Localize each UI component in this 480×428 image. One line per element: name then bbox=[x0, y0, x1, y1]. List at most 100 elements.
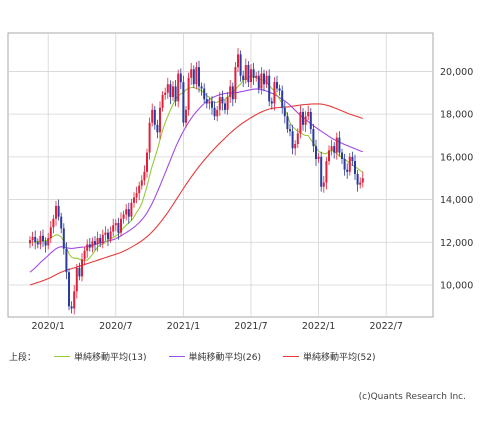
x-tick-label: 2020/7 bbox=[99, 321, 132, 332]
x-tick-label: 2022/1 bbox=[302, 321, 335, 332]
candle-body bbox=[315, 146, 317, 159]
candle-body bbox=[312, 129, 315, 147]
candle-body bbox=[341, 152, 343, 159]
plot-frame bbox=[7, 32, 434, 318]
candle-body bbox=[268, 75, 271, 102]
candle-body bbox=[239, 54, 242, 76]
candle-body bbox=[114, 223, 117, 226]
candle-body bbox=[177, 73, 180, 102]
candle-body bbox=[328, 150, 330, 162]
candle-body bbox=[320, 156, 323, 187]
legend-prefix: 上段： bbox=[9, 352, 37, 363]
candle-body bbox=[117, 223, 120, 233]
candle-body bbox=[81, 259, 83, 277]
candle-body bbox=[187, 77, 190, 110]
candle-body bbox=[138, 185, 141, 194]
y-tick-label: 16,000 bbox=[440, 152, 473, 163]
candle-body bbox=[65, 248, 68, 273]
candle-body bbox=[99, 237, 102, 244]
candle-body bbox=[91, 241, 94, 248]
candle-body bbox=[216, 109, 219, 117]
x-tick-label: 2021/1 bbox=[167, 321, 200, 332]
candle-body bbox=[112, 225, 115, 232]
candle-body bbox=[252, 69, 255, 78]
candle-body bbox=[62, 228, 65, 249]
candle-body bbox=[229, 86, 232, 98]
candle-body bbox=[156, 124, 159, 133]
candle-body bbox=[107, 232, 109, 240]
candle-body bbox=[36, 242, 39, 245]
legend: 上段： 単純移動平均(13) 単純移動平均(26) 単純移動平均(52) bbox=[9, 348, 429, 364]
candle-body bbox=[130, 202, 133, 217]
candle-body bbox=[281, 90, 284, 108]
candle-body bbox=[169, 84, 172, 98]
legend-label-ma52: 単純移動平均(52) bbox=[302, 352, 376, 363]
candle-body bbox=[164, 92, 167, 95]
y-tick-label: 18,000 bbox=[440, 110, 473, 121]
candle-body bbox=[317, 156, 320, 159]
candle-body bbox=[338, 137, 341, 153]
candle-body bbox=[182, 82, 185, 123]
candle-body bbox=[143, 171, 146, 181]
candle-body bbox=[359, 182, 362, 185]
candle-body bbox=[140, 180, 143, 186]
legend-swatch-ma26 bbox=[168, 355, 185, 357]
candlesticks bbox=[29, 47, 364, 315]
y-tick-label: 20,000 bbox=[440, 67, 473, 78]
candle-body bbox=[218, 97, 221, 110]
legend-item-ma13: 単純移動平均(13) bbox=[54, 350, 147, 363]
x-tick-label: 2022/7 bbox=[369, 321, 402, 332]
candle-body bbox=[335, 137, 338, 153]
candle-body bbox=[291, 131, 294, 149]
legend-item-ma26: 単純移動平均(26) bbox=[168, 350, 261, 363]
candle-body bbox=[250, 69, 252, 83]
candle-body bbox=[44, 241, 47, 246]
candle-body bbox=[120, 218, 122, 233]
candle-body bbox=[161, 94, 164, 108]
candle-body bbox=[244, 65, 247, 80]
candle-body bbox=[203, 88, 206, 100]
candle-body bbox=[83, 250, 86, 260]
candle-body bbox=[247, 65, 250, 83]
candle-body bbox=[52, 218, 55, 228]
candle-body bbox=[330, 146, 333, 151]
candle-body bbox=[200, 86, 203, 89]
candle-body bbox=[237, 54, 239, 68]
candle-body bbox=[278, 88, 281, 91]
candle-body bbox=[283, 107, 286, 117]
candle-body bbox=[29, 240, 31, 244]
candle-body bbox=[348, 156, 351, 172]
ma26-line bbox=[29, 88, 363, 273]
candle-body bbox=[213, 107, 216, 117]
candle-body bbox=[346, 169, 349, 172]
candle-body bbox=[78, 267, 81, 277]
y-tick-label: 10,000 bbox=[440, 280, 473, 291]
candle-body bbox=[125, 209, 128, 215]
candle-body bbox=[356, 173, 359, 185]
candle-body bbox=[343, 158, 346, 170]
candle-body bbox=[192, 69, 195, 85]
legend-label-ma26: 単純移動平均(26) bbox=[188, 352, 261, 363]
x-tick-label: 2020/1 bbox=[31, 321, 64, 332]
candle-body bbox=[325, 161, 328, 183]
x-tick-label: 2021/7 bbox=[234, 321, 267, 332]
candle-body bbox=[148, 122, 151, 153]
candle-body bbox=[42, 235, 44, 242]
candle-body bbox=[94, 241, 96, 245]
candle-body bbox=[294, 144, 297, 149]
candle-body bbox=[224, 103, 226, 110]
y-axis-ticks: 10,000 12,000 14,000 16,000 18,000 20,000 bbox=[440, 67, 473, 292]
candle-body bbox=[159, 107, 161, 133]
candle-body bbox=[185, 109, 187, 123]
candle-body bbox=[354, 161, 356, 174]
candle-body bbox=[57, 205, 60, 217]
candle-body bbox=[70, 306, 73, 309]
candle-body bbox=[302, 112, 304, 125]
candle-body bbox=[73, 291, 76, 309]
candle-body bbox=[104, 232, 107, 235]
copyright-credit: (c)Quants Research Inc. bbox=[358, 392, 466, 402]
candle-body bbox=[198, 67, 200, 87]
candle-body bbox=[174, 86, 177, 102]
candle-body bbox=[135, 193, 138, 198]
